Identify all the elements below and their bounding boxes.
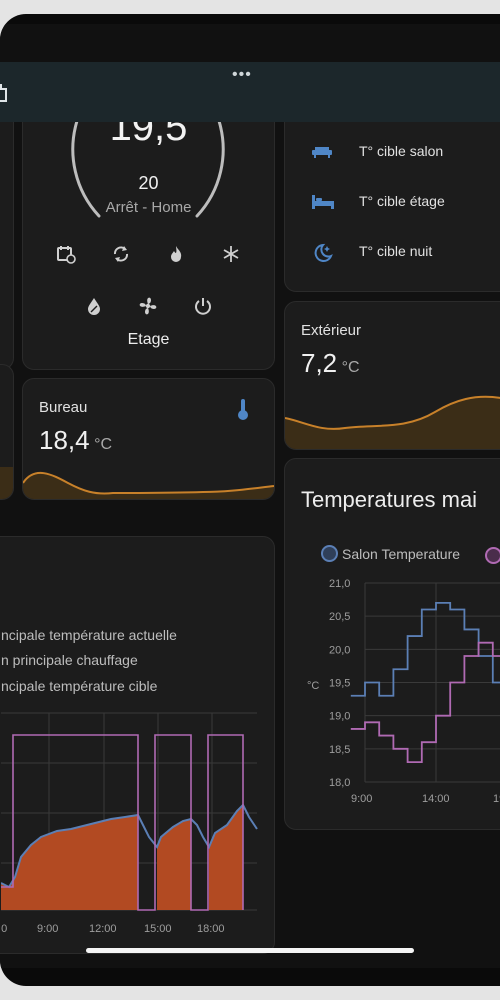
heating-history-chart[interactable]: 00 9:00 12:00 15:00 18:00 xyxy=(1,707,261,947)
target-salon-label: T° cible salon xyxy=(359,143,444,159)
fan-icon[interactable] xyxy=(137,295,159,317)
calendar-clock-icon[interactable] xyxy=(56,244,76,264)
history-x-tick-2: 12:00 xyxy=(89,923,117,935)
history-x-tick-1: 9:00 xyxy=(37,923,58,935)
history-x-tick-4: 18:00 xyxy=(197,923,225,935)
bureau-value-row: 18,4 °C xyxy=(39,425,112,456)
power-icon[interactable] xyxy=(193,296,213,316)
temps-y-unit: °C xyxy=(307,680,319,692)
temps-x-tick: 14:00 xyxy=(422,793,450,805)
sofa-icon xyxy=(312,147,332,158)
target-temperatures-card: T° cible salon T° cible étage T° cible n… xyxy=(284,110,500,292)
fire-icon[interactable] xyxy=(166,244,186,264)
target-nuit-label[interactable]: T° cible nuit xyxy=(359,243,433,259)
salon-temperature-line xyxy=(350,601,500,697)
outdoor-value-row: 7,2 °C xyxy=(301,348,360,379)
temps-y-tick: 19,5 xyxy=(329,678,350,690)
temps-y-tick: 20,0 xyxy=(329,644,350,656)
temperatures-line-chart[interactable]: 21,0 20,5 20,0 19,5 19,0 18,5 18,0 9:00 14:00 19… xyxy=(285,573,500,823)
temps-y-tick: 21,0 xyxy=(329,578,350,590)
temps-y-tick: 20,5 xyxy=(329,611,350,623)
target-etage-label[interactable]: T° cible étage xyxy=(359,193,445,209)
history-x-tick-0: 00 xyxy=(1,923,7,935)
water-percent-icon[interactable] xyxy=(85,296,103,316)
snowflake-icon[interactable] xyxy=(221,244,241,264)
more-options-icon[interactable]: ••• xyxy=(232,66,252,83)
second-temperature-line xyxy=(350,641,500,764)
heating-history-card: ncipale température actuelle n principal… xyxy=(0,536,275,954)
thermostat-name: Etage xyxy=(127,331,170,348)
sync-icon[interactable] xyxy=(111,244,131,264)
outdoor-sparkline xyxy=(285,395,500,449)
weather-night-icon[interactable] xyxy=(311,242,333,264)
app-header: ••• xyxy=(0,62,500,122)
thermostat-card[interactable]: 19,5 20 Arrêt - Home xyxy=(22,110,275,370)
legend-salon-swatch xyxy=(321,545,338,562)
tablet-frame: ••• 19,5 20 Arrêt - Home xyxy=(0,14,500,986)
temps-y-tick: 18,5 xyxy=(329,744,350,756)
left-card-clipped-2 xyxy=(0,364,14,500)
bureau-value: 18,4 xyxy=(39,425,90,455)
outdoor-value: 7,2 xyxy=(301,348,338,378)
target-temperature: 20 xyxy=(138,173,159,193)
temps-chart-title: Temperatures mai xyxy=(301,487,478,512)
bureau-sparkline xyxy=(23,471,274,499)
outdoor-unit: °C xyxy=(341,359,360,376)
legend-heating[interactable]: n principale chauffage xyxy=(1,652,138,668)
outdoor-title: Extérieur xyxy=(301,322,362,339)
home-indicator[interactable] xyxy=(86,948,414,953)
bureau-unit: °C xyxy=(94,436,113,453)
outdoor-sensor-card[interactable]: Extérieur 7,2 °C xyxy=(284,301,500,450)
bed-icon[interactable] xyxy=(311,194,335,210)
dashboard-screen: ••• 19,5 20 Arrêt - Home xyxy=(0,24,500,968)
thermostat-dial[interactable] xyxy=(43,111,253,221)
legend-salon-label: Salon Temperature xyxy=(342,546,461,562)
legend-current-temp[interactable]: ncipale température actuelle xyxy=(1,627,177,643)
legend-target-temp[interactable]: ncipale température cible xyxy=(1,678,158,694)
temps-y-tick: 18,0 xyxy=(329,777,350,789)
thermometer-icon xyxy=(238,399,248,420)
history-x-tick-3: 15:00 xyxy=(144,923,172,935)
home-icon[interactable] xyxy=(0,84,10,102)
temps-x-tick: 19:00 xyxy=(493,793,500,805)
left-card-clipped xyxy=(0,110,14,370)
temps-y-tick: 19,0 xyxy=(329,711,350,723)
temps-x-tick: 9:00 xyxy=(351,793,372,805)
bureau-title: Bureau xyxy=(39,399,88,416)
hvac-mode-text: Arrêt - Home xyxy=(105,199,192,216)
bureau-sensor-card[interactable]: Bureau 18,4 °C xyxy=(22,378,275,500)
legend-second-swatch[interactable] xyxy=(485,547,500,564)
temperatures-chart-card: Temperatures mai Salon Temperature 21,0 2… xyxy=(284,458,500,830)
temps-legend-salon[interactable]: Salon Temperature xyxy=(321,545,460,562)
